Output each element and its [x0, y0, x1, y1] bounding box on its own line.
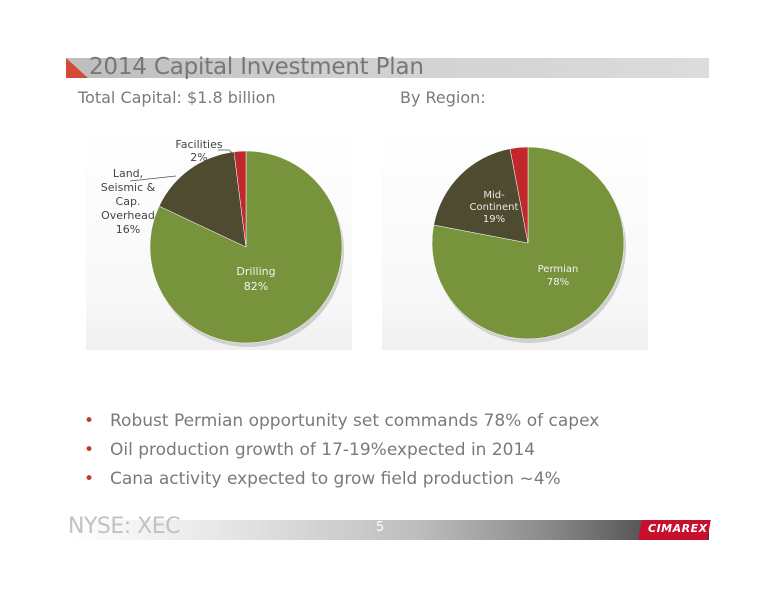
bullet-item: • Cana activity expected to grow field pr… — [84, 466, 599, 495]
capital-pie-svg: Facilities 2% Land, Seismic & Cap. Overh… — [101, 138, 344, 347]
drilling-value: 82% — [244, 280, 268, 293]
region-pie-slice-other — [509, 146, 529, 244]
land-label-line-4: Overhead — [101, 209, 155, 222]
capital-pie-chart: Facilities 2% Land, Seismic & Cap. Overh… — [86, 128, 352, 350]
bullet-text: Oil production growth of 17-19%expected … — [110, 440, 536, 460]
bullet-dot: • — [84, 469, 95, 489]
title-bar — [66, 58, 709, 78]
land-value: 16% — [116, 223, 140, 236]
footer-ticker: NYSE: XEC — [68, 514, 181, 539]
region-pie-chart: Mid- Continent 19% Permian 78% — [382, 128, 648, 350]
by-region-subtitle: By Region: — [400, 88, 486, 107]
capital-pie-slice-land-seismic-cap-overhead — [158, 151, 247, 248]
cimarex-logo-text: CIMAREX — [648, 522, 708, 535]
land-label-line-1: Land, — [113, 167, 143, 180]
land-label-line-3: Cap. — [116, 195, 141, 208]
bullet-dot: • — [84, 440, 95, 460]
facilities-value: 2% — [190, 151, 207, 164]
mid-continent-value: 19% — [483, 214, 505, 225]
mid-continent-label-line-2: Continent — [470, 202, 519, 213]
page-number: 5 — [376, 520, 385, 535]
bullet-item: • Oil production growth of 17-19%expected… — [84, 437, 599, 466]
region-pie-slice-permian — [431, 146, 625, 340]
slide-title: 2014 Capital Investment Plan — [89, 54, 424, 80]
title-accent-flag — [66, 58, 88, 78]
footer-bar — [66, 520, 709, 540]
permian-label: Permian — [538, 264, 579, 275]
facilities-label: Facilities — [175, 138, 222, 151]
region-pie-svg: Mid- Continent 19% Permian 78% — [431, 146, 626, 343]
bullet-text: Robust Permian opportunity set commands … — [110, 411, 600, 431]
bullet-list: • Robust Permian opportunity set commands… — [84, 408, 599, 495]
bullet-item: • Robust Permian opportunity set commands… — [84, 408, 599, 437]
permian-value: 78% — [547, 277, 569, 288]
facilities-leader-line — [218, 149, 239, 159]
region-pie-slice-mid-continent — [433, 148, 529, 244]
land-leader-line — [129, 175, 177, 182]
total-capital-subtitle: Total Capital: $1.8 billion — [78, 88, 276, 107]
mid-continent-label-line-1: Mid- — [483, 190, 505, 201]
bullet-dot: • — [84, 411, 95, 431]
drilling-label: Drilling — [236, 265, 275, 278]
bullet-text: Cana activity expected to grow field pro… — [110, 469, 561, 489]
land-label-line-2: Seismic & — [101, 181, 156, 194]
capital-pie-slice-facilities — [233, 150, 247, 248]
